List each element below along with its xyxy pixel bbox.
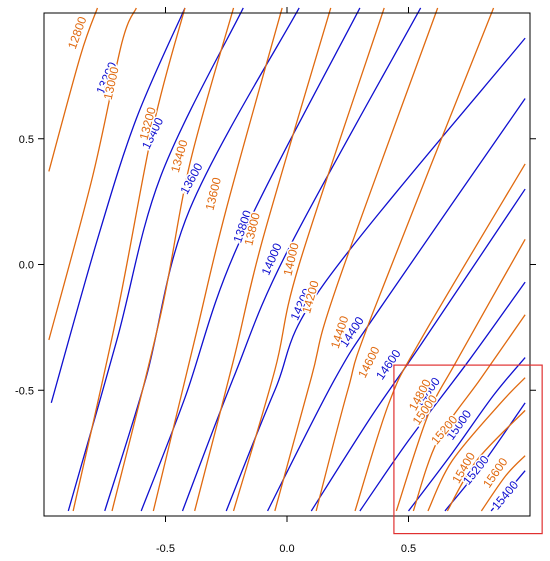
contour-line-12800-orange bbox=[48, 7, 99, 172]
contour-line-14800-orange bbox=[395, 239, 526, 512]
axes: -0.5 0.0 0.5 -0.5 0.0 0.5 bbox=[15, 7, 536, 555]
contour-line-14000-orange bbox=[232, 7, 385, 512]
contour-line-14200-blue bbox=[225, 37, 526, 512]
x-tick-label: -0.5 bbox=[156, 543, 175, 555]
contour-line-15400-orange bbox=[446, 409, 526, 512]
contour-line-15200-orange bbox=[427, 377, 526, 512]
contour-line-13600-orange bbox=[152, 7, 283, 512]
contour-line-15600-orange bbox=[480, 455, 526, 512]
contour-line-14800-blue bbox=[359, 281, 526, 512]
contour-line-14600-blue bbox=[310, 188, 526, 512]
y-tick-label: 0.0 bbox=[19, 260, 34, 272]
contour-line-15400-blue bbox=[490, 470, 526, 512]
contour-lines bbox=[48, 7, 526, 512]
contour-line-13800-orange bbox=[194, 7, 332, 512]
contour-line-14000-blue bbox=[181, 7, 422, 512]
highlight-box-layer bbox=[393, 364, 543, 535]
contour-line-15000-blue bbox=[407, 357, 526, 512]
contour-line-13400-orange bbox=[111, 7, 235, 512]
contour-line-15000-orange bbox=[412, 314, 526, 512]
contour-line-14400-blue bbox=[266, 98, 526, 512]
contour-line-14200-orange bbox=[274, 7, 439, 512]
contour-line-13000-orange bbox=[48, 7, 137, 341]
highlight-box bbox=[393, 364, 543, 535]
x-tick-label: 0.0 bbox=[279, 543, 294, 555]
contour-line-13800-blue bbox=[140, 7, 361, 512]
contour-line-14600-orange bbox=[354, 163, 526, 512]
contour-line-13200-blue bbox=[50, 7, 186, 404]
y-tick-label: 0.5 bbox=[19, 134, 34, 146]
contour-line-14400-orange bbox=[315, 7, 495, 512]
x-tick-label: 0.5 bbox=[401, 543, 416, 555]
y-tick-label: -0.5 bbox=[15, 385, 34, 397]
contour-line-13200-orange bbox=[72, 7, 186, 512]
